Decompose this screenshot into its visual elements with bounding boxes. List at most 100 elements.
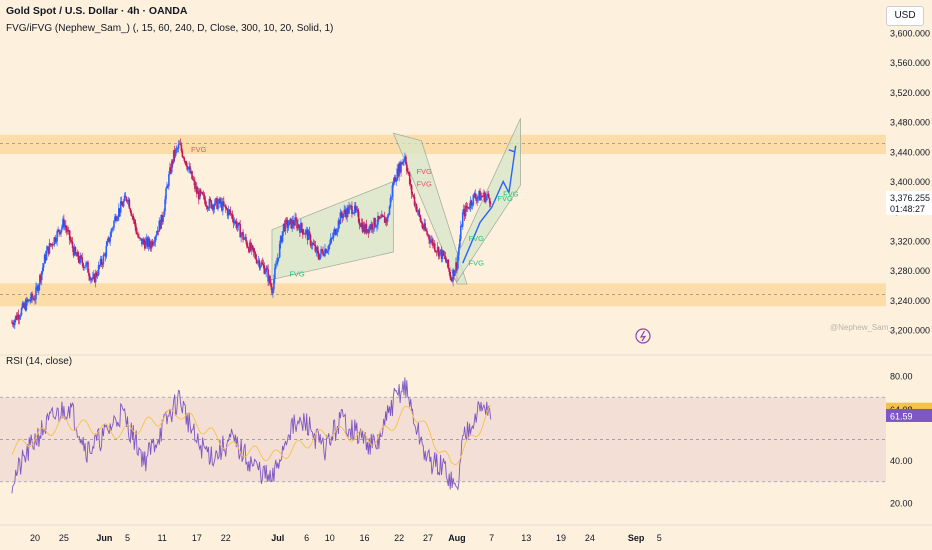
candle-body	[145, 237, 148, 241]
candle-body	[318, 257, 320, 260]
time-tick-label: 24	[585, 533, 595, 543]
price-tick-label: 3,280.000	[890, 266, 930, 276]
candle-body	[31, 293, 33, 299]
candle-body	[63, 219, 65, 227]
candle-body	[20, 308, 23, 316]
candle-body	[92, 274, 95, 278]
candle-body	[483, 192, 485, 197]
candle-body	[164, 199, 166, 212]
candle-body	[430, 240, 432, 243]
candle-body	[390, 196, 393, 199]
candle-body	[187, 167, 189, 170]
candle-body	[244, 237, 246, 239]
candle-body	[410, 185, 413, 194]
projection-path	[462, 151, 516, 264]
candle-body	[90, 278, 92, 280]
rsi-tick-label: 20.00	[890, 499, 913, 509]
candle-body	[433, 243, 435, 246]
candle-body	[386, 216, 389, 222]
candle-body	[110, 230, 112, 238]
time-tick-label: 22	[394, 533, 404, 543]
candle-body	[89, 276, 91, 280]
candle-body	[17, 314, 20, 320]
candle-body	[86, 262, 88, 264]
candle-body	[348, 206, 350, 214]
candle-body	[45, 250, 48, 260]
candle-body	[212, 204, 215, 210]
candle-body	[238, 222, 241, 225]
candle-body	[405, 156, 407, 165]
candle-body	[47, 246, 50, 254]
candle-body	[262, 263, 265, 266]
candle-body	[157, 230, 160, 232]
candle-body	[183, 157, 186, 161]
candle-body	[220, 201, 222, 204]
candle-body	[459, 225, 462, 239]
candle-body	[96, 274, 99, 276]
candle-body	[206, 206, 209, 209]
time-tick-label: 5	[657, 533, 662, 543]
candle-body	[360, 222, 363, 227]
candle-body	[374, 218, 376, 227]
candle-body	[417, 210, 420, 212]
candle-body	[118, 208, 121, 213]
time-tick-label: 25	[59, 533, 69, 543]
candle-body	[222, 201, 224, 211]
candle-body	[264, 272, 267, 274]
candle-body	[108, 237, 110, 242]
candle-body	[270, 283, 272, 287]
candle-body	[65, 225, 67, 229]
candle-body	[138, 237, 140, 239]
candle-body	[393, 177, 396, 184]
candle-body	[446, 259, 449, 264]
indicator-legend[interactable]: FVG/iFVG (Nephew_Sam_) (, 15, 60, 240, D…	[6, 23, 334, 34]
candle-body	[236, 226, 239, 229]
candle-body	[277, 257, 280, 259]
current-price-tag	[886, 191, 932, 216]
candle-body	[134, 220, 136, 227]
candle-body	[471, 204, 474, 206]
candle-body	[266, 267, 268, 270]
candle-body	[198, 189, 201, 200]
candle-body	[235, 220, 238, 229]
candle-body	[449, 271, 451, 278]
candle-body	[204, 200, 207, 206]
candle-body	[381, 214, 384, 217]
candle-body	[73, 247, 76, 256]
candle-body	[265, 267, 267, 273]
candle-body	[92, 277, 94, 280]
candle-body	[258, 260, 261, 268]
candle-body	[111, 228, 113, 231]
candle-body	[199, 189, 202, 193]
candle-body	[64, 225, 66, 227]
candle-body	[464, 205, 467, 217]
candle-body	[197, 191, 200, 200]
candle-body	[372, 229, 374, 230]
candle-body	[178, 143, 181, 145]
candle-body	[255, 258, 258, 263]
candle-body	[260, 262, 263, 267]
rsi-title[interactable]: RSI (14, close)	[6, 356, 73, 367]
candle-body	[271, 286, 273, 294]
candle-body	[415, 204, 418, 212]
candle-body	[162, 216, 164, 222]
candle-body	[59, 232, 61, 234]
candle-body	[312, 243, 315, 245]
time-tick-label: 17	[192, 533, 202, 543]
candle-body	[193, 179, 195, 181]
candle-body	[171, 160, 174, 163]
candle-body	[169, 167, 171, 175]
candle-body	[79, 255, 82, 263]
candle-body	[420, 220, 423, 223]
candle-body	[149, 245, 152, 249]
currency-button[interactable]: USD	[886, 6, 924, 26]
candle-body	[418, 210, 421, 216]
candle-body	[467, 206, 470, 209]
candle-body	[207, 208, 210, 210]
candle-body	[424, 223, 426, 230]
candle-body	[181, 150, 184, 157]
candle-body	[190, 171, 192, 174]
candle-body	[150, 241, 153, 249]
candle-body	[103, 254, 106, 256]
